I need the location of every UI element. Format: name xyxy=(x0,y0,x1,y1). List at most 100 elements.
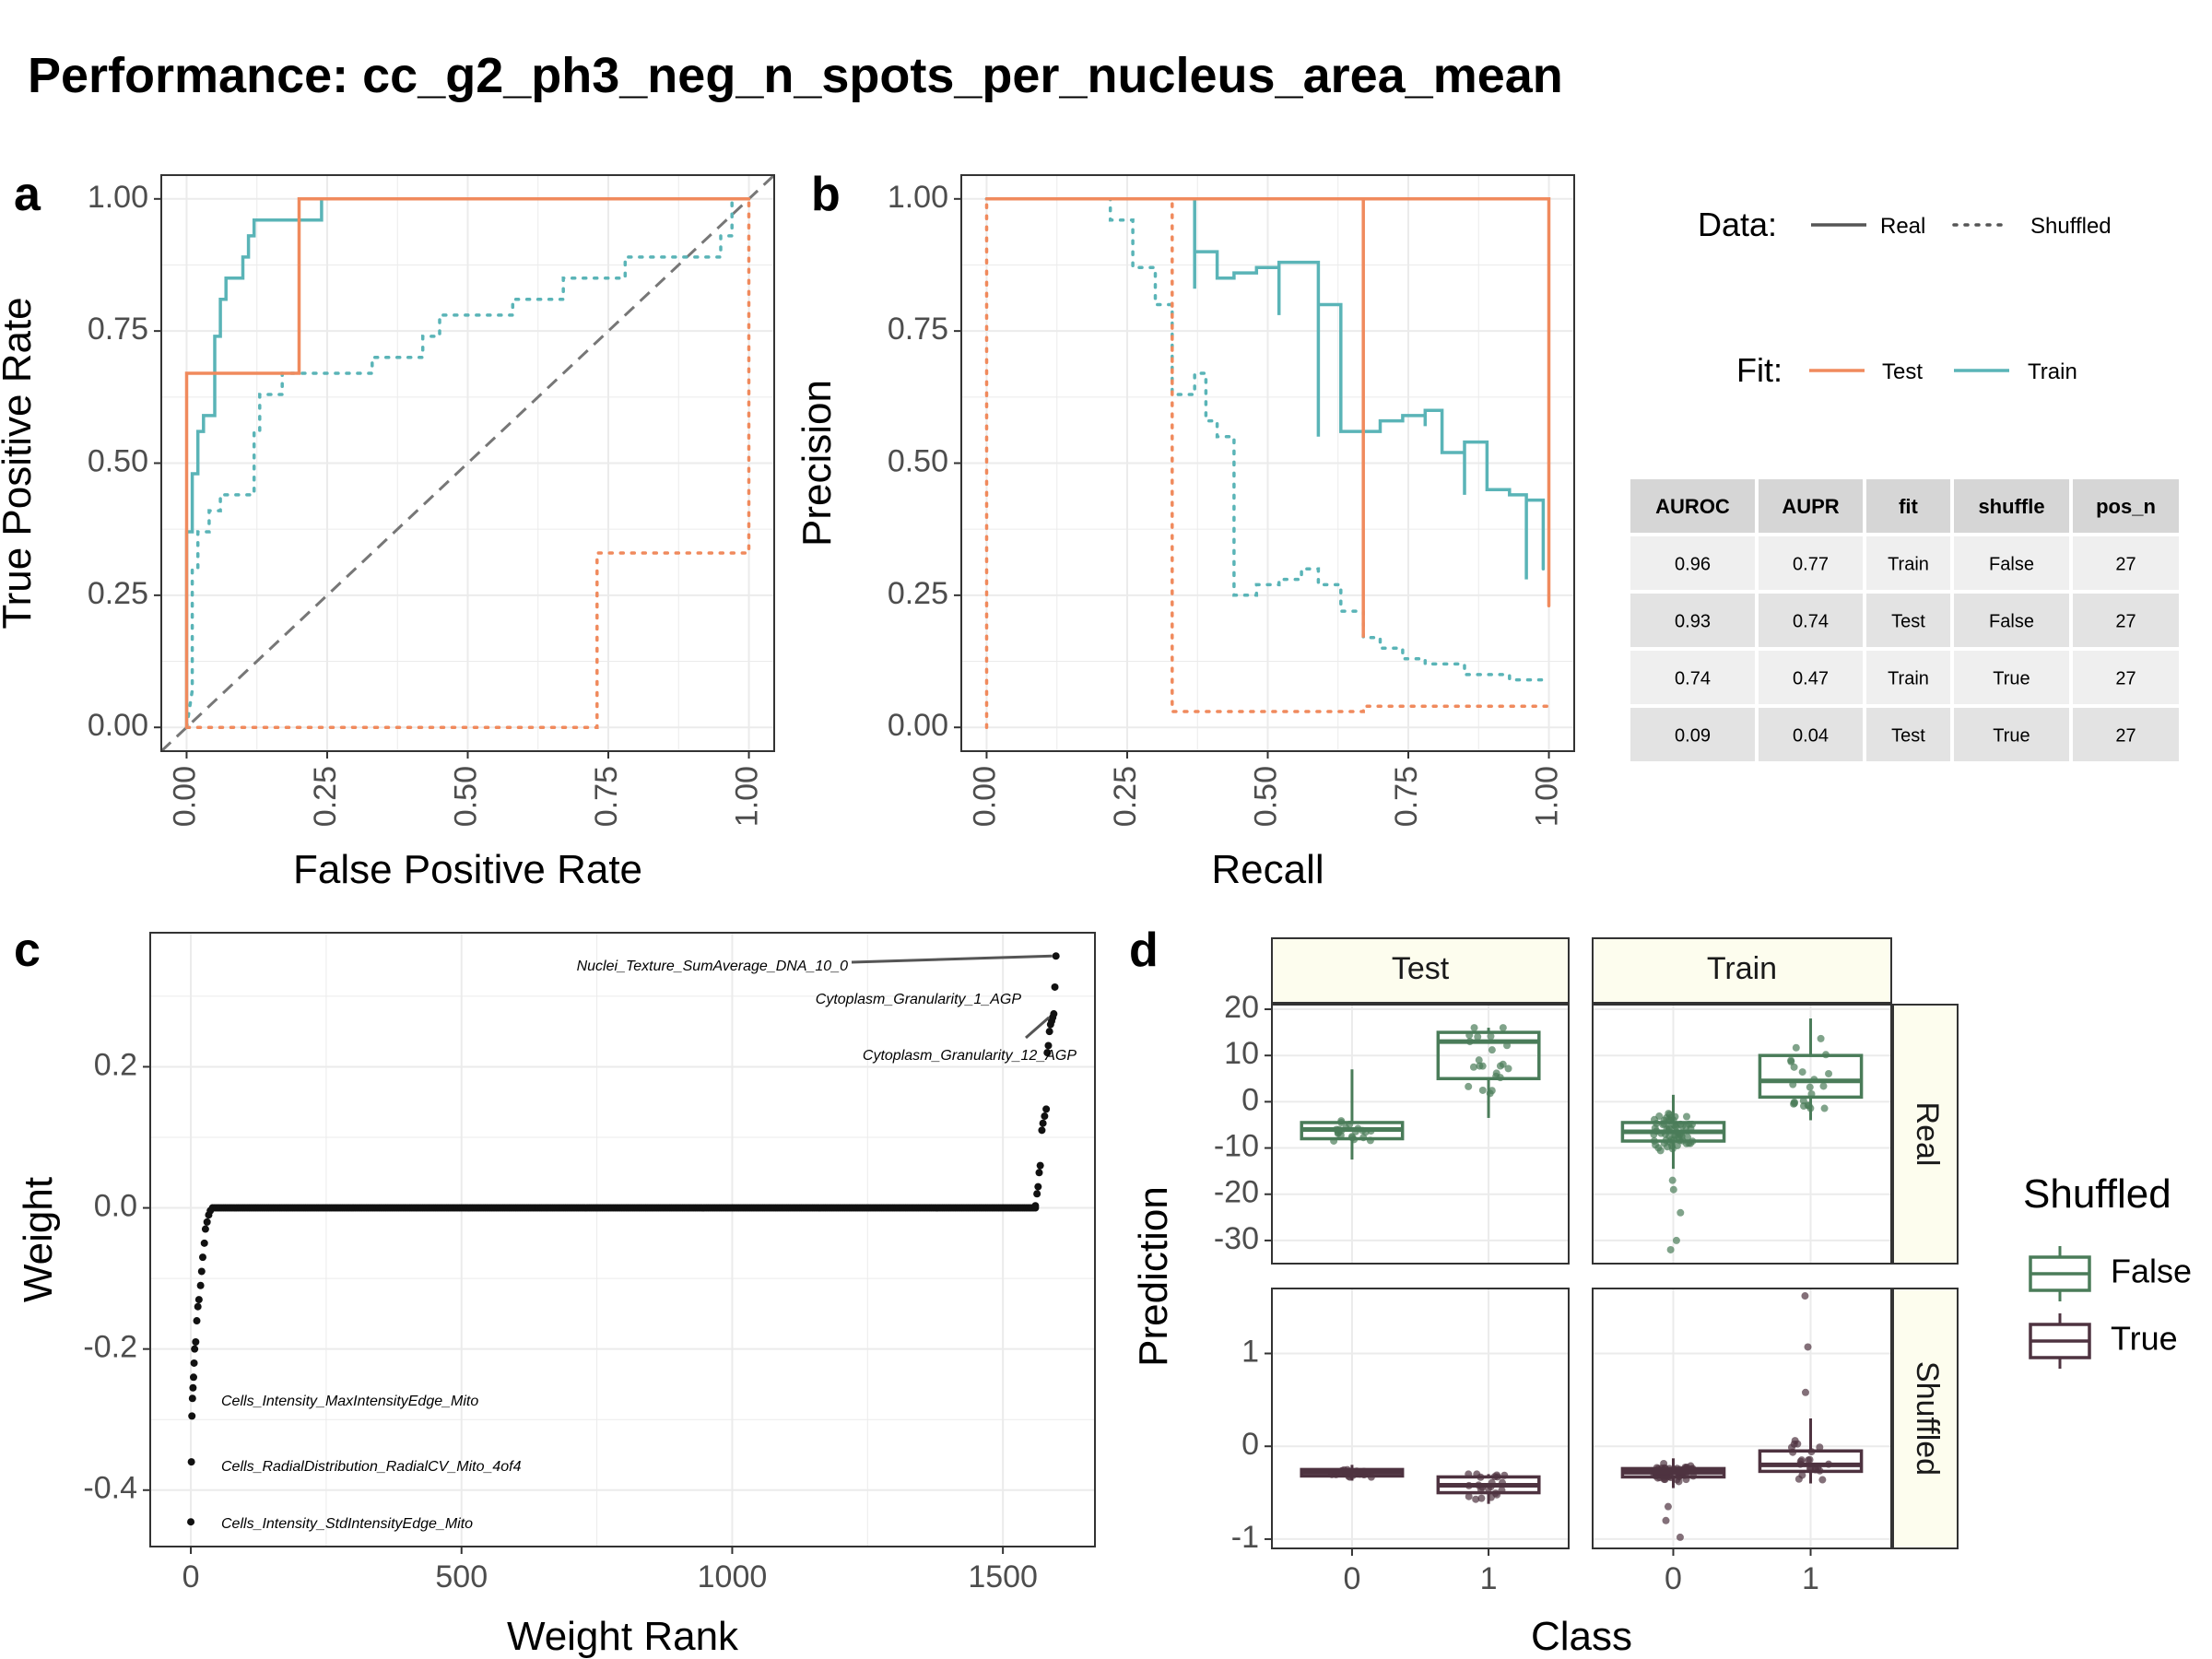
prediction-point xyxy=(1798,1068,1806,1077)
box xyxy=(1758,1053,1864,1100)
x-tick-label: 0 xyxy=(1665,1561,1682,1596)
y-axis-title: Precision xyxy=(794,380,840,547)
prediction-point xyxy=(1499,1024,1507,1032)
y-tick-label: -0.4 xyxy=(83,1471,137,1506)
plot-border xyxy=(149,932,1096,1547)
y-tick-label: 0.0 xyxy=(94,1189,137,1224)
facet-strip-shuffled xyxy=(1892,1288,1959,1549)
x-tick-label: 0.25 xyxy=(1108,766,1143,827)
feature-annotation: Cytoplasm_Granularity_12_AGP xyxy=(863,1048,1077,1064)
table-cell-bg xyxy=(1759,536,1863,590)
plot-border xyxy=(1271,1004,1570,1265)
x-axis-title: False Positive Rate xyxy=(293,847,642,892)
weight-point xyxy=(1038,1126,1046,1135)
prediction-point xyxy=(1477,1494,1486,1502)
prediction-point xyxy=(1487,1032,1495,1041)
plot-background xyxy=(150,933,1095,1547)
y-tick-label: 10 xyxy=(1224,1036,1259,1071)
shuffled-legend-title: Shuffled xyxy=(2023,1171,2171,1217)
table-cell: 27 xyxy=(2115,554,2136,574)
table-cell-bg xyxy=(2073,708,2179,761)
panel-label-d: d xyxy=(1129,924,1159,977)
y-tick-label: 0.25 xyxy=(88,576,148,611)
weight-point xyxy=(1042,1105,1051,1113)
x-tick-label: 0 xyxy=(1343,1561,1360,1596)
legend-label-train: Train xyxy=(2028,359,2077,384)
prediction-point xyxy=(1677,1132,1686,1140)
prediction-point xyxy=(1663,1143,1671,1151)
train-shuffled-curve xyxy=(184,197,751,729)
prediction-point xyxy=(1790,1063,1798,1071)
weight-point xyxy=(203,1218,211,1226)
data-legend-title: Data: xyxy=(1698,206,1777,243)
table-cell: Test xyxy=(1891,611,1925,631)
weight-point xyxy=(1039,1119,1047,1127)
fit-legend-title: Fit: xyxy=(1736,351,1783,389)
prediction-point xyxy=(1791,1437,1799,1445)
pr-panel: 0.00 0.25 0.50 0.75 1.00 0.00 0.25 0.50 0.75 1.00… xyxy=(794,174,1575,892)
x-tick-label: 0.50 xyxy=(448,766,483,827)
outlier-point xyxy=(1664,1502,1672,1511)
prediction-point xyxy=(1806,1083,1814,1091)
weight-point xyxy=(1034,1182,1042,1191)
table-header-aupr: AUPR xyxy=(1782,495,1839,518)
outlier-point xyxy=(1677,1208,1685,1217)
table-header-cell xyxy=(1866,479,1950,533)
table-header-cell xyxy=(1630,479,1755,533)
x-tick-label: 0.75 xyxy=(589,766,624,827)
prediction-point xyxy=(1817,1034,1825,1042)
table-cell-bg xyxy=(1759,708,1863,761)
outlier-point xyxy=(1668,1176,1677,1184)
y-tick-label: -30 xyxy=(1214,1221,1259,1256)
table-header-cell xyxy=(2073,479,2179,533)
outlier-point xyxy=(1672,1236,1680,1244)
train-shuffled-curve xyxy=(984,197,1551,682)
x-tick-label: 0.00 xyxy=(967,766,1002,827)
weight-point xyxy=(200,1239,208,1247)
prediction-point xyxy=(1816,1443,1824,1452)
panel-label-a: a xyxy=(14,168,41,221)
prediction-point xyxy=(1806,1455,1814,1464)
annotation-leader xyxy=(1025,1016,1051,1040)
facet-label: Train xyxy=(1707,951,1777,986)
y-axis-title: True Positive Rate xyxy=(0,297,40,629)
x-tick-label: 0 xyxy=(182,1559,200,1594)
x-tick-label: 1.00 xyxy=(1530,766,1565,827)
feature-annotation: Cytoplasm_Granularity_1_AGP xyxy=(816,992,1022,1007)
weight-point xyxy=(194,1302,202,1311)
weight-point xyxy=(187,1518,195,1526)
prediction-point xyxy=(1820,1104,1829,1112)
figure-title: Performance: cc_g2_ph3_neg_n_spots_per_n… xyxy=(28,48,1563,103)
panel-label-b: b xyxy=(811,168,841,221)
outlier-point xyxy=(1662,1516,1670,1524)
table-header-pos_n: pos_n xyxy=(2096,495,2156,518)
y-tick-label: 0.75 xyxy=(888,312,948,347)
weight-point xyxy=(188,1412,196,1420)
table-cell: 27 xyxy=(2115,725,2136,746)
prediction-point xyxy=(1654,1144,1663,1152)
weight-point xyxy=(201,1225,209,1233)
facet-strip-real xyxy=(1892,1004,1959,1265)
plot-background xyxy=(1272,1005,1569,1264)
weight-point xyxy=(1041,1112,1049,1121)
y-tick-label: 1 xyxy=(1241,1334,1259,1369)
test-real-curve xyxy=(184,197,751,729)
weight-point xyxy=(190,1359,198,1367)
y-tick-label: 1.00 xyxy=(888,180,948,215)
y-tick-label: 0.50 xyxy=(88,443,148,478)
prediction-point xyxy=(1469,1063,1477,1071)
outlier-point xyxy=(1801,1388,1809,1396)
facet-label: Test xyxy=(1392,951,1450,986)
y-tick-label: 20 xyxy=(1224,990,1259,1025)
feature-annotation: Cells_Intensity_StdIntensityEdge_Mito xyxy=(221,1516,473,1532)
prediction-point xyxy=(1478,1086,1487,1094)
table-cell-bg xyxy=(1866,536,1950,590)
table-cell: False xyxy=(1989,554,2034,574)
outlier-point xyxy=(1801,1292,1809,1300)
legend-label-shuffled: Shuffled xyxy=(2030,214,2112,239)
table-cell-bg xyxy=(1759,651,1863,704)
legend-label-real: Real xyxy=(1880,214,1925,239)
y-tick-label: 0.75 xyxy=(88,312,148,347)
x-tick-label: 0.50 xyxy=(1248,766,1283,827)
